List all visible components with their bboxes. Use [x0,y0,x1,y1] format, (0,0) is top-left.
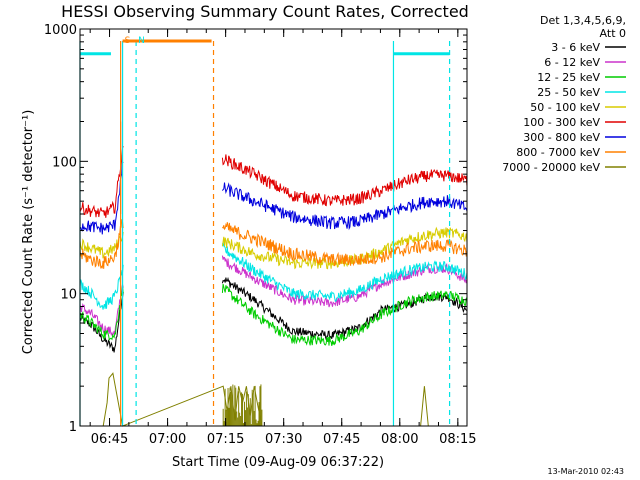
series-line [221,154,468,207]
flag-label: S [125,36,131,46]
y-tick-label: 1000 [44,23,77,38]
series-line [221,241,468,302]
plot-frame [79,28,468,427]
series-line [79,219,124,269]
y-tick-label: 10 [60,288,77,303]
legend-label: 7000 - 20000 keV [502,161,600,174]
legend-label: 50 - 100 keV [530,101,600,114]
x-tick-label: 07:15 [207,432,244,447]
series-line [79,160,124,235]
legend-header: Att 0 [600,27,626,40]
chart-title: HESSI Observing Summary Count Rates, Cor… [61,2,469,21]
legend: Det 1,3,4,5,6,9,Att 03 - 6 keV 6 - 12 keV… [502,14,626,174]
series-line [221,222,468,267]
legend-label: 3 - 6 keV [551,41,600,54]
series-line [79,264,124,310]
x-tick-label: 07:30 [265,432,302,447]
legend-header: Det 1,3,4,5,6,9, [540,14,626,27]
series-12-25-kev [79,283,468,346]
series-line [221,283,468,346]
series-line [79,145,124,218]
x-tick-label: 08:15 [439,432,476,447]
series-7000-20000-kev [102,372,429,427]
x-axis: 06:45 07:00 07:15 07:30 07:45 08:00 08:15 [89,29,477,447]
x-tick-label: 06:45 [91,432,128,447]
series-300-800-kev [79,160,468,235]
series-800-7000-kev [79,219,468,269]
series-25-50-kev [79,241,468,310]
series-layer [79,121,468,427]
y-axis: 1 10 100 1000 [44,23,467,435]
legend-label: 300 - 800 keV [523,131,600,144]
y-tick-label: 100 [52,155,77,170]
series-line [221,182,468,231]
x-tick-label: 07:45 [323,432,360,447]
flag-label: N [138,36,145,46]
series-line [79,284,124,341]
y-axis-label: Corrected Count Rate (s⁻¹ detector⁻¹) [21,110,36,355]
series-line [79,231,124,259]
legend-label: 6 - 12 keV [544,56,600,69]
y-tick-label: 1 [69,420,77,435]
legend-label: 25 - 50 keV [537,86,600,99]
legend-label: 100 - 300 keV [523,116,600,129]
x-tick-label: 07:00 [149,432,186,447]
x-tick-label: 08:00 [381,432,418,447]
legend-label: 800 - 7000 keV [516,146,600,159]
timestamp: 13-Mar-2010 02:43 [548,467,625,476]
x-axis-label: Start Time (09-Aug-09 06:37:22) [172,455,384,470]
series-line [79,291,124,353]
legend-label: 12 - 25 keV [537,71,600,84]
